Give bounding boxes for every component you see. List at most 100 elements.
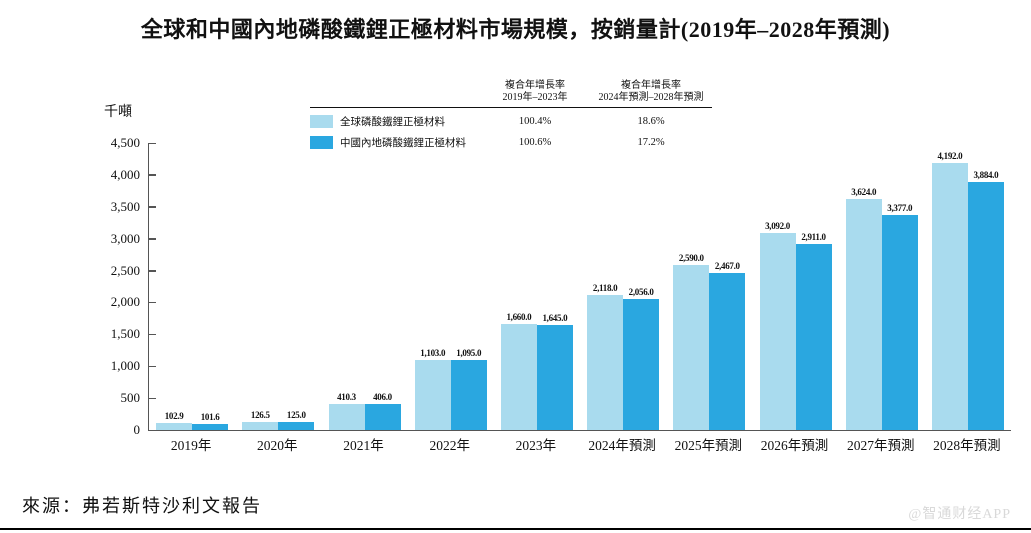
global-series-swatch: [310, 115, 333, 128]
bar-wrap: 2,118.0: [587, 143, 624, 430]
cagr-header-2024-2028: 複合年增長率 2024年預測–2028年預測: [590, 80, 712, 104]
bar-wrap: 2,911.0: [795, 143, 832, 430]
legend-row-china: 中國內地磷酸鐵鋰正極材料 100.6% 17.2%: [310, 135, 712, 150]
source-note: 來源：弗若斯特沙利文報告: [22, 496, 262, 516]
global-bar: [673, 264, 710, 430]
bar-value-label: 3,092.0: [765, 220, 790, 231]
bar-wrap: 1,095.0: [450, 143, 487, 430]
bar-value-label: 2,118.0: [592, 282, 618, 293]
cagr-header-line1: 複合年增長率: [505, 80, 565, 91]
china-series-swatch: [310, 136, 333, 149]
x-axis-label: 2020年: [257, 438, 298, 453]
china-bar: [623, 298, 660, 430]
china-bar: [192, 423, 229, 430]
bar-group-2028年預測: 4,192.0 3,884.0: [925, 143, 1011, 430]
bar-wrap: 101.6: [192, 143, 229, 430]
china-bar: [450, 360, 487, 430]
x-axis-label: 2026年預測: [760, 438, 829, 453]
y-tick-mark: [149, 174, 156, 176]
global-bar: [156, 423, 193, 430]
bar-group-2025年預測: 2,590.0 2,467.0: [666, 143, 752, 430]
bar-value-label: 125.0: [286, 410, 306, 421]
bar-wrap: 2,056.0: [623, 143, 660, 430]
x-axis-label: 2022年: [429, 438, 470, 453]
cagr-header-line2: 2024年預測–2028年預測: [598, 92, 704, 103]
y-tick-mark: [149, 333, 156, 336]
bar-wrap: 1,645.0: [536, 143, 573, 430]
y-tick-label: 500: [120, 390, 141, 406]
global-bar: [500, 324, 537, 430]
bar-value-label: 3,884.0: [973, 170, 999, 181]
bar-value-label: 406.0: [373, 392, 392, 403]
bar-value-label: 2,467.0: [714, 260, 740, 271]
bar-value-label: 1,645.0: [542, 313, 568, 324]
bar-group-2027年預測: 3,624.0 3,377.0: [839, 143, 925, 430]
y-tick-mark: [149, 365, 156, 368]
global-bar: [759, 232, 796, 430]
bar-value-label: 3,624.0: [851, 186, 877, 197]
y-tick-mark: [149, 270, 156, 272]
cagr-value-china-2024-2028: 17.2%: [637, 137, 665, 148]
bar-group-2024年預測: 2,118.0 2,056.0: [580, 143, 666, 430]
y-tick-mark: [149, 397, 156, 400]
china-bar: [795, 244, 832, 430]
cagr-legend-table: 複合年增長率 2019年–2023年 複合年增長率 2024年預測–2028年預…: [310, 80, 712, 150]
bar-value-label: 4,192.0: [937, 150, 963, 161]
bar-wrap: 3,884.0: [967, 143, 1004, 430]
global-bar: [931, 162, 968, 430]
cagr-header-2019-2023: 複合年增長率 2019年–2023年: [480, 80, 590, 104]
bar-group-2019年: 102.9 101.6: [149, 143, 235, 430]
y-axis-labels: 0 500 1,000 1,500 2,000 2,500 3,000 3,500 4,000 4…: [88, 135, 141, 437]
cagr-value-global-2024-2028: 18.6%: [637, 116, 665, 127]
x-axis-label: 2025年預測: [674, 438, 743, 453]
bar-value-label: 102.9: [164, 411, 184, 422]
y-tick-label: 4,000: [110, 166, 140, 182]
bar-value-label: 1,095.0: [456, 348, 482, 359]
cagr-header-line2: 2019年–2023年: [502, 92, 568, 103]
bar-group-2023年: 1,660.0 1,645.0: [494, 143, 580, 430]
y-tick-mark: [149, 301, 156, 304]
cagr-header-line1: 複合年增長率: [621, 80, 681, 91]
bar-wrap: 1,660.0: [500, 143, 537, 430]
y-tick-label: 3,000: [110, 230, 140, 246]
x-axis-labels: 2019年 2020年 2021年 2022年 2023年 2024年預測 2025年預測 2…: [148, 434, 1010, 454]
china-bar: [709, 272, 746, 430]
y-tick-mark: [149, 206, 156, 208]
bar-wrap: 406.0: [364, 143, 401, 430]
bar-group-2026年預測: 3,092.0 2,911.0: [752, 143, 838, 430]
global-bar: [242, 421, 279, 430]
bar-wrap: 410.3: [328, 143, 365, 430]
bar-value-label: 126.5: [250, 409, 270, 420]
bottom-divider: [0, 528, 1031, 530]
bar-wrap: 3,377.0: [881, 143, 918, 430]
global-bar: [587, 294, 624, 430]
bar-wrap: 1,103.0: [414, 143, 451, 430]
y-tick-label: 2,000: [110, 294, 140, 310]
bar-group-2021年: 410.3 406.0: [321, 143, 407, 430]
y-tick-label: 2,500: [110, 262, 140, 278]
global-bar: [845, 198, 882, 430]
global-bar: [414, 359, 451, 430]
y-tick-label: 1,000: [110, 358, 140, 374]
bar-value-label: 2,911.0: [801, 232, 826, 243]
y-tick-label: 3,500: [110, 198, 140, 214]
cagr-table-header: 複合年增長率 2019年–2023年 複合年增長率 2024年預測–2028年預…: [310, 80, 712, 108]
bar-value-label: 3,377.0: [887, 202, 913, 213]
legend-label-china: 中國內地磷酸鐵鋰正極材料: [340, 138, 466, 149]
x-axis-label: 2021年: [343, 438, 384, 453]
x-axis-label: 2028年預測: [933, 438, 1001, 453]
bar-wrap: 102.9: [156, 143, 193, 430]
x-axis-label: 2023年: [515, 438, 557, 453]
cagr-value-global-2019-2023: 100.4%: [518, 116, 552, 127]
legend-row-global: 全球磷酸鐵鋰正極材料 100.4% 18.6%: [310, 114, 712, 129]
bar-value-label: 2,056.0: [628, 286, 654, 297]
bar-value-label: 2,590.0: [678, 252, 704, 263]
cagr-value-china-2019-2023: 100.6%: [518, 137, 552, 148]
bar-wrap: 2,590.0: [673, 143, 710, 430]
bar-group-2022年: 1,103.0 1,095.0: [408, 143, 494, 430]
bar-chart-plot-area: 102.9 101.6 126.5 125.0 410.3 406.0 1,103.0 1,0…: [148, 142, 1011, 431]
bar-value-label: 1,660.0: [506, 312, 532, 323]
bar-wrap: 3,092.0: [759, 143, 796, 430]
global-bar: [328, 403, 365, 430]
china-bar: [364, 404, 401, 430]
